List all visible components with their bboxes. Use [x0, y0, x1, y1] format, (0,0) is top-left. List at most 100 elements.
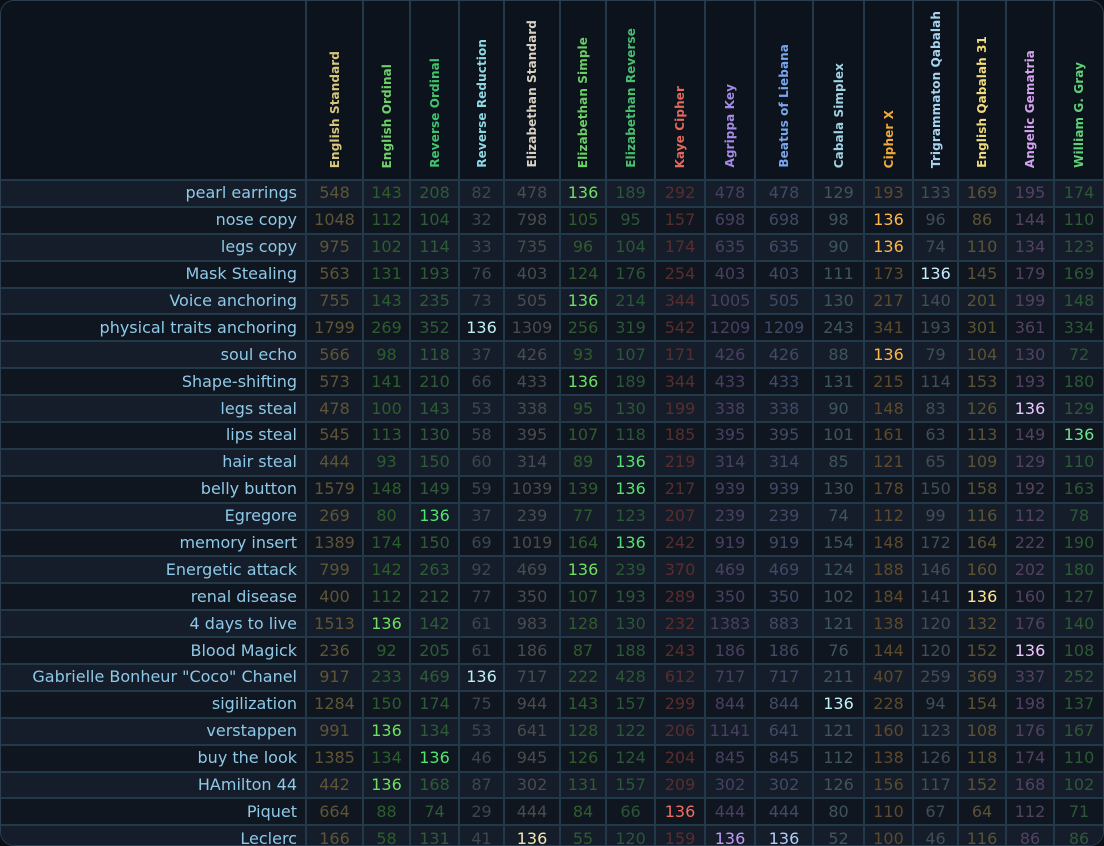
cipher-header[interactable]: William G. Gray — [1054, 1, 1103, 181]
cipher-header[interactable]: English Ordinal — [363, 1, 411, 181]
phrase-label[interactable]: soul echo — [1, 341, 307, 370]
value-cell: 641 — [504, 717, 561, 746]
value-cell: 548 — [306, 180, 364, 208]
phrase-label[interactable]: pearl earrings — [1, 180, 307, 208]
phrase-label[interactable]: buy the look — [1, 744, 307, 773]
highlighted-value-cell: 136 — [655, 798, 706, 827]
phrase-label[interactable]: sigilization — [1, 690, 307, 719]
value-cell: 96 — [560, 233, 607, 262]
value-cell: 545 — [306, 422, 364, 450]
value-cell: 90 — [813, 233, 865, 262]
value-cell: 89 — [560, 448, 607, 477]
value-cell: 161 — [864, 422, 914, 450]
phrase-label[interactable]: Mask Stealing — [1, 260, 307, 289]
value-cell: 140 — [913, 287, 959, 316]
phrase-label[interactable]: hair steal — [1, 448, 307, 477]
value-cell: 302 — [705, 771, 756, 800]
value-cell: 426 — [755, 341, 814, 370]
value-cell: 126 — [913, 744, 959, 773]
value-cell: 172 — [913, 529, 959, 558]
value-cell: 123 — [913, 717, 959, 746]
phrase-label[interactable]: Gabrielle Bonheur "Coco" Chanel — [1, 664, 307, 692]
value-cell: 141 — [913, 583, 959, 612]
table-row: soul echo 566 98 118 37 426 93 107 171 426 426 88 13… — [1, 341, 1103, 370]
value-cell: 302 — [504, 771, 561, 800]
cipher-header[interactable]: English Qabalah 31 — [958, 1, 1007, 181]
value-cell: 190 — [1054, 529, 1103, 558]
value-cell: 32 — [459, 206, 505, 235]
value-cell: 69 — [459, 529, 505, 558]
phrase-label[interactable]: Egregore — [1, 502, 307, 531]
value-cell: 239 — [504, 502, 561, 531]
value-cell: 145 — [958, 260, 1007, 289]
value-cell: 193 — [913, 314, 959, 343]
phrase-label[interactable]: 4 days to live — [1, 610, 307, 639]
value-cell: 92 — [363, 637, 411, 666]
phrase-label[interactable]: Leclerc — [1, 825, 307, 845]
table-row: sigilization 1284 150 174 75 944 143 157 299 844 8… — [1, 690, 1103, 719]
cipher-header[interactable]: Angelic Gematria — [1006, 1, 1055, 181]
phrase-label[interactable]: legs steal — [1, 395, 307, 424]
value-cell: 198 — [1006, 690, 1055, 719]
value-cell: 114 — [913, 368, 959, 397]
phrase-label[interactable]: nose copy — [1, 206, 307, 235]
value-cell: 344 — [655, 368, 706, 397]
phrase-label[interactable]: HAmilton 44 — [1, 771, 307, 800]
table-row: verstappen 991 136 134 53 641 128 122 206 1141 641… — [1, 717, 1103, 746]
phrase-label[interactable]: Piquet — [1, 798, 307, 827]
phrase-label[interactable]: Blood Magick — [1, 637, 307, 666]
value-cell: 150 — [410, 529, 460, 558]
value-cell: 1039 — [504, 475, 561, 504]
value-cell: 143 — [560, 690, 607, 719]
value-cell: 1513 — [306, 610, 364, 639]
phrase-label[interactable]: legs copy — [1, 233, 307, 262]
highlighted-value-cell: 136 — [755, 825, 814, 845]
value-cell: 945 — [504, 744, 561, 773]
phrase-label[interactable]: belly button — [1, 475, 307, 504]
value-cell: 1389 — [306, 529, 364, 558]
phrase-label[interactable]: renal disease — [1, 583, 307, 612]
value-cell: 164 — [958, 529, 1007, 558]
value-cell: 134 — [410, 717, 460, 746]
cipher-header[interactable]: Reverse Ordinal — [410, 1, 460, 181]
value-cell: 256 — [560, 314, 607, 343]
cipher-header[interactable]: Elizabethan Simple — [560, 1, 607, 181]
value-cell: 166 — [306, 825, 364, 845]
cipher-header[interactable]: Cabala Simplex — [813, 1, 865, 181]
phrase-label[interactable]: verstappen — [1, 717, 307, 746]
phrase-label[interactable]: Voice anchoring — [1, 287, 307, 316]
value-cell: 186 — [504, 637, 561, 666]
value-cell: 236 — [306, 637, 364, 666]
phrase-label[interactable]: physical traits anchoring — [1, 314, 307, 343]
value-cell: 110 — [1054, 206, 1103, 235]
value-cell: 131 — [560, 771, 607, 800]
value-cell: 61 — [459, 637, 505, 666]
value-cell: 46 — [459, 744, 505, 773]
cipher-header[interactable]: Reverse Reduction — [459, 1, 505, 181]
phrase-label[interactable]: memory insert — [1, 529, 307, 558]
value-cell: 46 — [913, 825, 959, 845]
value-cell: 983 — [504, 610, 561, 639]
value-cell: 29 — [459, 798, 505, 827]
phrase-label[interactable]: lips steal — [1, 422, 307, 450]
cipher-header[interactable]: Trigrammaton Qabalah — [913, 1, 959, 181]
value-cell: 74 — [813, 502, 865, 531]
value-cell: 844 — [705, 690, 756, 719]
value-cell: 120 — [913, 637, 959, 666]
cipher-header[interactable]: Elizabethan Standard — [504, 1, 561, 181]
cipher-header[interactable]: Cipher X — [864, 1, 914, 181]
cipher-header[interactable]: Agrippa Key — [705, 1, 756, 181]
value-cell: 85 — [813, 448, 865, 477]
value-cell: 154 — [958, 690, 1007, 719]
value-cell: 130 — [606, 610, 656, 639]
phrase-label[interactable]: Shape-shifting — [1, 368, 307, 397]
cipher-header[interactable]: Elizabethan Reverse — [606, 1, 656, 181]
value-cell: 314 — [755, 448, 814, 477]
cipher-header[interactable]: Beatus of Liebana — [755, 1, 814, 181]
phrase-label[interactable]: Energetic attack — [1, 556, 307, 585]
value-cell: 176 — [1006, 717, 1055, 746]
cipher-header[interactable]: English Standard — [306, 1, 364, 181]
value-cell: 134 — [1006, 233, 1055, 262]
cipher-header[interactable]: Kaye Cipher — [655, 1, 706, 181]
